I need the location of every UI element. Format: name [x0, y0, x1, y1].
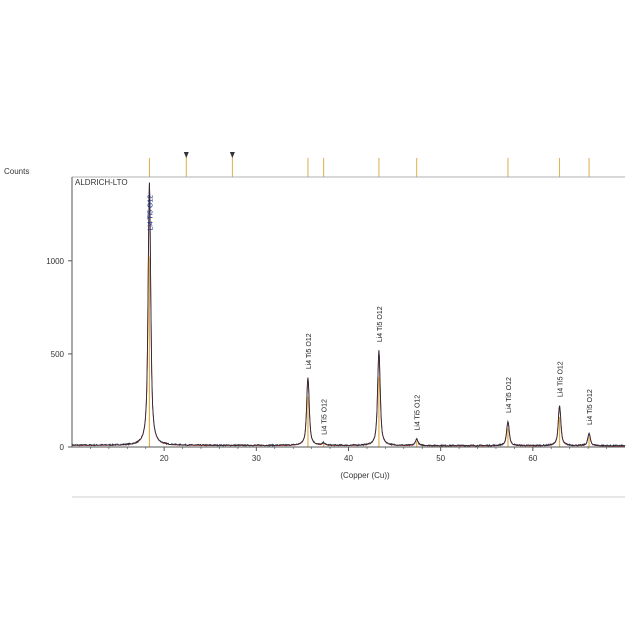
peak-label: Li4 Ti5 O12: [558, 361, 565, 397]
peak-labels: Li4 Ti5 O12 Li4 Ti5 O12 Li4 Ti5 O12 Li4 Ti5…: [147, 195, 594, 435]
peak-label: Li4 Ti5 O12: [322, 399, 329, 435]
y-axis-label: Counts: [4, 167, 29, 176]
fit-line: [72, 182, 625, 447]
peak-label: Li4 Ti5 O12: [506, 377, 513, 413]
marker-arrow: [229, 152, 235, 158]
x-tick-label: 30: [252, 454, 261, 463]
peak-label: Li4 Ti5 O12: [587, 389, 594, 425]
y-tick-label: 1000: [46, 257, 64, 266]
plot-area: [71, 182, 626, 448]
x-tick-label: 40: [344, 454, 353, 463]
x-tick-label: 50: [436, 454, 445, 463]
peak-label: Li4 Ti5 O12: [147, 195, 154, 231]
peak-label: Li4 Ti5 O12: [415, 395, 422, 431]
peak-label: Li4 Ti5 O12: [377, 306, 384, 342]
y-tick-label: 500: [51, 350, 65, 359]
measured-line: [71, 182, 626, 448]
y-tick-label: 0: [60, 443, 65, 452]
reference-strip: [148, 152, 590, 177]
marker-arrow: [183, 152, 189, 158]
x-tick-label: 20: [160, 454, 169, 463]
x-axis-label: (Copper (Cu)): [340, 471, 390, 480]
chart-title: ALDRICH-LTO: [75, 178, 128, 187]
axes: 0 500 1000 20 30 40 50 60: [46, 176, 625, 463]
x-tick-label: 60: [528, 454, 537, 463]
peak-label: Li4 Ti5 O12: [306, 333, 313, 369]
